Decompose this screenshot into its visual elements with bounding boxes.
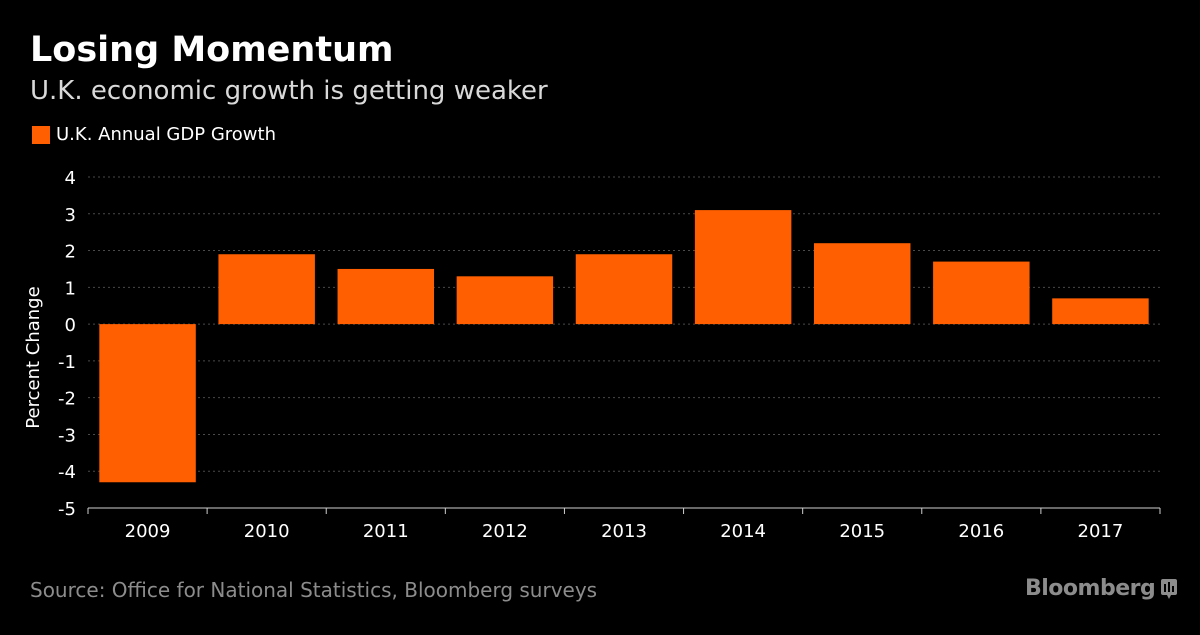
bar-2017 xyxy=(1052,298,1149,325)
bloomberg-terminal-icon xyxy=(1161,578,1178,599)
x-tick-label: 2011 xyxy=(363,521,409,542)
bar-2016 xyxy=(933,261,1030,325)
gridlines xyxy=(88,176,1160,509)
x-tick-label: 2016 xyxy=(958,521,1004,542)
bar-2011 xyxy=(337,268,435,325)
source-note: Source: Office for National Statistics, … xyxy=(30,578,598,602)
y-tick-label: 0 xyxy=(65,315,76,336)
bar-2009 xyxy=(99,324,196,483)
x-tick-label: 2017 xyxy=(1078,521,1124,542)
x-tick-label: 2015 xyxy=(839,521,885,542)
y-axis-ticks: 4 3 2 1 0 -1 -2 -3 -4 -5 xyxy=(58,168,76,520)
bar-2012 xyxy=(456,276,554,325)
brand-name: Bloomberg xyxy=(1025,576,1156,601)
y-tick-label: -2 xyxy=(58,389,76,410)
legend: U.K. Annual GDP Growth xyxy=(32,124,276,145)
y-tick-label: -4 xyxy=(58,462,76,483)
y-tick-label: -1 xyxy=(58,352,76,373)
y-tick-label: 2 xyxy=(65,242,76,263)
y-axis-label: Percent Change xyxy=(23,286,44,428)
x-tick-label: 2014 xyxy=(720,521,766,542)
y-tick-label: -5 xyxy=(58,499,76,520)
x-axis-ticks: 2009 2010 2011 2012 2013 2014 2015 2016 2017 xyxy=(87,508,1161,542)
legend-swatch xyxy=(32,125,50,144)
x-tick-label: 2013 xyxy=(601,521,647,542)
x-tick-label: 2010 xyxy=(244,521,290,542)
y-tick-label: 4 xyxy=(65,168,76,189)
bar-2015 xyxy=(813,243,911,325)
bar-2013 xyxy=(575,254,673,325)
y-tick-label: -3 xyxy=(58,425,76,446)
y-tick-label: 1 xyxy=(65,278,76,299)
y-tick-label: 3 xyxy=(65,205,76,226)
chart-subtitle: U.K. economic growth is getting weaker xyxy=(30,76,548,106)
x-tick-label: 2012 xyxy=(482,521,528,542)
x-tick-label: 2009 xyxy=(125,521,171,542)
legend-label: U.K. Annual GDP Growth xyxy=(56,124,276,145)
bar-2014 xyxy=(694,210,792,325)
chart-title: Losing Momentum xyxy=(30,30,394,70)
bars xyxy=(99,210,1149,483)
brand-logo: Bloomberg xyxy=(1025,576,1178,601)
bar-2010 xyxy=(218,254,315,325)
